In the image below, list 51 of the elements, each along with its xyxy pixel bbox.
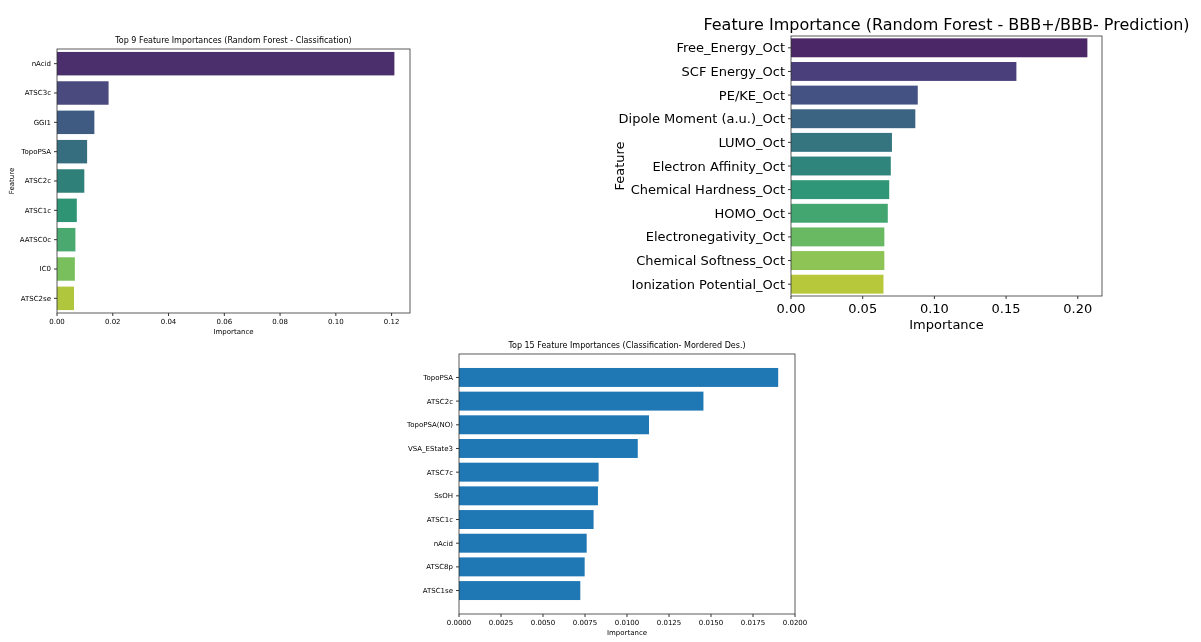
bar bbox=[57, 227, 76, 252]
x-tick-label: 0.05 bbox=[848, 301, 878, 316]
bar bbox=[791, 62, 1017, 81]
x-tick-label: 0.00 bbox=[776, 301, 806, 316]
bar bbox=[791, 109, 916, 129]
x-tick-label: 0.10 bbox=[919, 301, 949, 316]
bar bbox=[459, 391, 704, 411]
y-axis-title: Feature bbox=[612, 141, 627, 191]
chart-title: Top 15 Feature Importances (Classification- Mordered Des.) bbox=[507, 341, 746, 350]
bar bbox=[791, 85, 918, 105]
y-tick-label: LUMO_Oct bbox=[718, 134, 785, 150]
bar bbox=[57, 139, 88, 164]
x-axis-title: Importance bbox=[909, 317, 984, 333]
y-tick-label: Free_Energy_Oct bbox=[676, 40, 785, 56]
y-tick-label: Chemical Softness_Oct bbox=[636, 253, 785, 269]
bar bbox=[459, 415, 650, 435]
bar bbox=[57, 286, 75, 311]
bar bbox=[791, 227, 885, 247]
bar bbox=[791, 38, 1088, 58]
bar bbox=[459, 439, 638, 458]
y-tick-label: Electronegativity_Oct bbox=[645, 229, 785, 245]
y-tick-label: PE/KE_Oct bbox=[718, 87, 785, 103]
bar bbox=[791, 132, 892, 152]
x-tick-label: 0.15 bbox=[991, 301, 1021, 316]
y-tick-label: Ionization Potential_Oct bbox=[631, 276, 785, 292]
bar bbox=[791, 274, 884, 294]
bar bbox=[791, 251, 885, 270]
bar bbox=[57, 110, 95, 135]
bar bbox=[459, 557, 585, 577]
bar bbox=[791, 203, 888, 223]
bar bbox=[57, 198, 77, 223]
bar bbox=[459, 462, 599, 482]
bar bbox=[459, 533, 587, 553]
chart-title: Feature Importance (Random Forest - BBB+/BBB- Prediction) bbox=[703, 15, 1190, 34]
bar bbox=[791, 156, 891, 176]
y-tick-label: SCF Energy_Oct bbox=[681, 64, 785, 79]
x-tick-label: 0.20 bbox=[1063, 301, 1093, 316]
y-tick-label: Electron Affinity_Oct bbox=[652, 158, 785, 174]
chart-title: Top 9 Feature Importances (Random Forest - Classification) bbox=[114, 36, 352, 45]
y-tick-label: HOMO_Oct bbox=[714, 205, 785, 221]
bar bbox=[57, 169, 85, 193]
bar bbox=[459, 486, 598, 506]
bar bbox=[459, 581, 581, 601]
bar bbox=[57, 51, 395, 76]
bar bbox=[791, 180, 890, 200]
y-tick-label: Dipole Moment (a.u.)_Oct bbox=[618, 111, 785, 127]
y-tick-label: Chemical Hardness_Oct bbox=[630, 182, 785, 198]
bar bbox=[57, 257, 75, 281]
bar bbox=[459, 367, 779, 387]
bar bbox=[57, 81, 109, 105]
bar bbox=[459, 510, 594, 529]
